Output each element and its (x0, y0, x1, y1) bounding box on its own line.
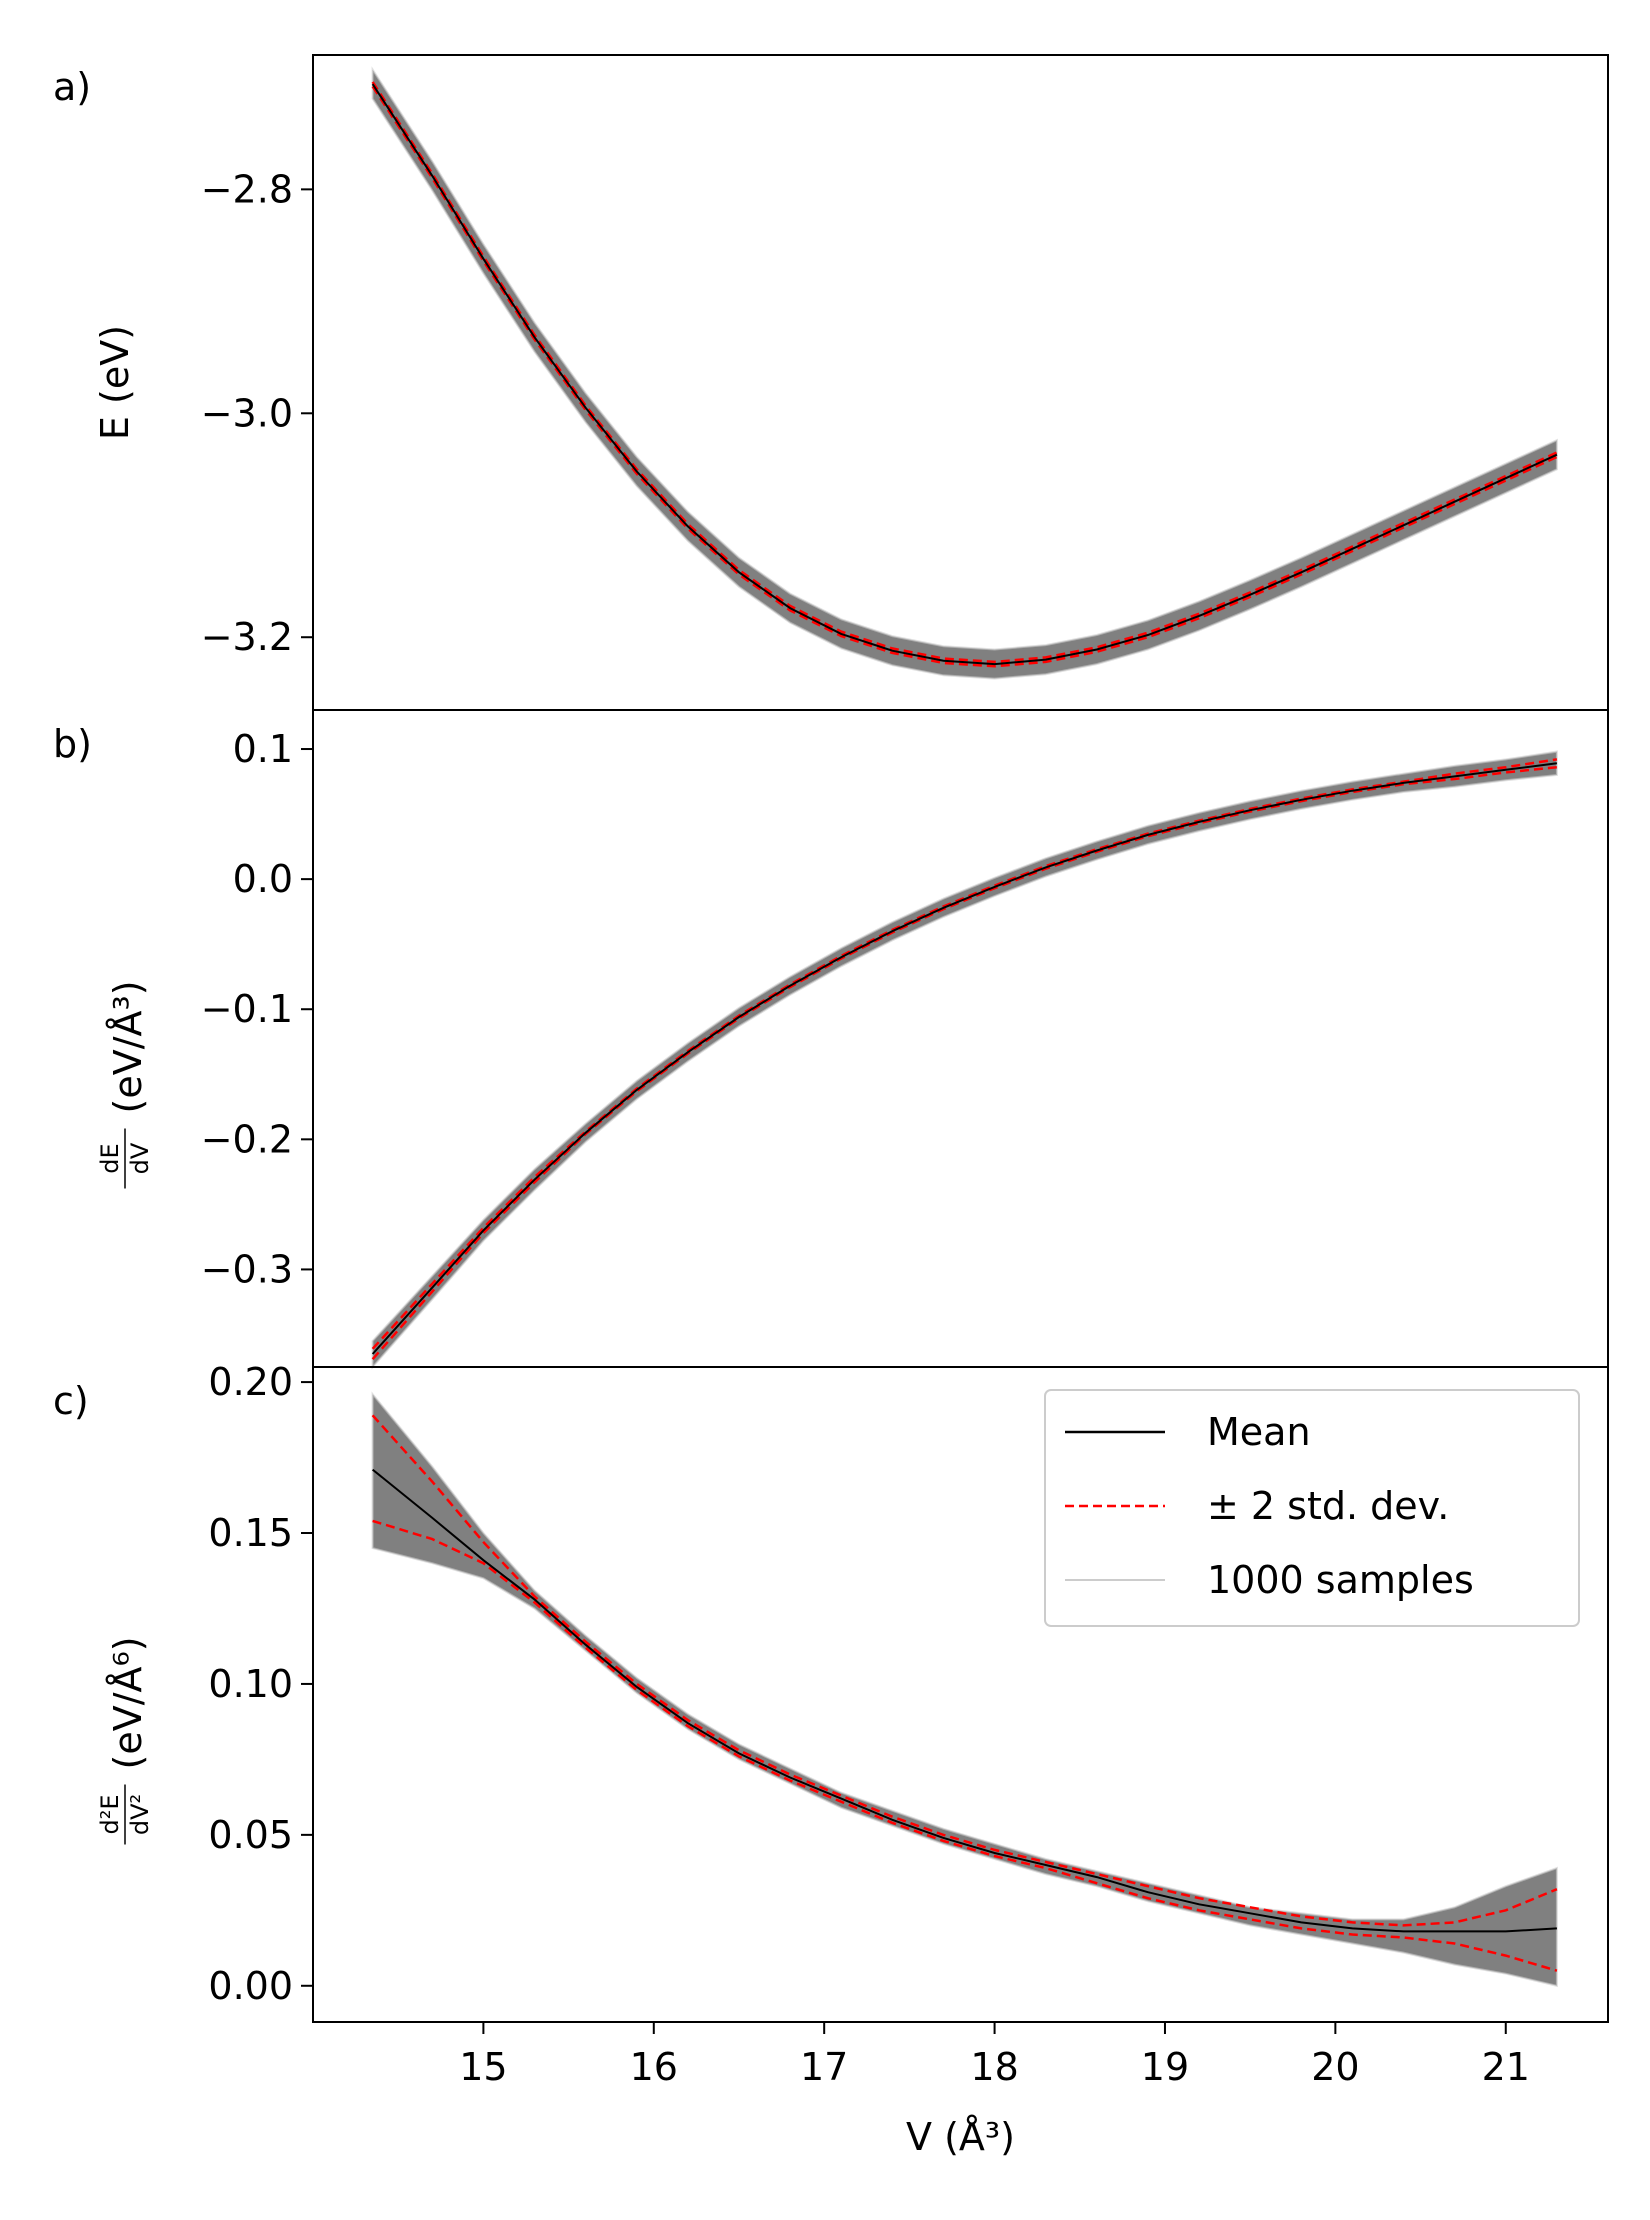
panel-b: 0.1 0.0 −0.1 −0.2 −0.3 b) dE dV (eV/Å³) (53, 709, 1609, 1370)
legend-label: 1000 samples (1207, 1558, 1474, 1602)
sample-band (371, 1391, 1558, 1988)
y-tick-label: 0.10 (208, 1662, 293, 1706)
y-tick-label: −3.2 (201, 615, 293, 659)
y-tick-label: 0.00 (208, 1964, 293, 2008)
std-lower-line (371, 765, 1558, 1361)
y-label-denominator: dV² (126, 1794, 154, 1835)
panel-c: 0.20 0.15 0.10 0.05 0.00 15 16 17 18 19 20 21 V (Å³)… (53, 1360, 1609, 2159)
y-tick-label: −3.0 (201, 391, 293, 435)
x-tick-label: 18 (970, 2045, 1018, 2089)
legend-label: ± 2 std. dev. (1207, 1484, 1449, 1528)
mean-line (371, 762, 1558, 1355)
y-tick-label: 0.05 (208, 1813, 293, 1857)
x-tick-label: 16 (630, 2045, 678, 2089)
std-upper-line (371, 1414, 1558, 1927)
x-tick-label: 19 (1141, 2045, 1189, 2089)
y-tick-label: 0.20 (208, 1360, 293, 1404)
y-label-unit: (eV/Å³) (106, 980, 150, 1113)
std-lower-line (372, 1519, 1558, 1972)
sample-band (371, 66, 1558, 680)
std-upper-line (371, 81, 1558, 664)
y-label-numerator: dE (96, 1143, 124, 1173)
axes-frame (312, 1366, 1609, 2023)
legend-label: Mean (1207, 1410, 1311, 1454)
y-tick-label: 0.15 (208, 1511, 293, 1555)
legend-frame (1044, 1389, 1580, 1627)
y-label-numerator: d²E (96, 1794, 124, 1834)
std-lower-line (371, 85, 1558, 668)
y-label-denominator: dV (126, 1142, 154, 1174)
mean-line (371, 83, 1558, 666)
x-tick-label: 20 (1311, 2045, 1359, 2089)
y-label-unit: (eV/Å⁶) (106, 1636, 150, 1769)
legend: Mean ± 2 std. dev. 1000 samples (1044, 1389, 1580, 1627)
mean-line (371, 1468, 1557, 1933)
panel-label: b) (53, 722, 92, 766)
y-tick-label: −2.8 (201, 167, 293, 211)
y-tick-label: 0.0 (233, 857, 293, 901)
panel-label: a) (53, 65, 91, 109)
panel-a: −2.8 −3.0 −3.2 a) E (eV) (53, 54, 1609, 711)
y-axis-label: dE dV (eV/Å³) (96, 980, 154, 1189)
panel-label: c) (53, 1379, 89, 1423)
sample-band (371, 750, 1558, 1370)
x-tick-label: 17 (800, 2045, 848, 2089)
std-upper-line (371, 758, 1558, 1350)
x-tick-label: 21 (1482, 2045, 1530, 2089)
y-axis-label: d²E dV² (eV/Å⁶) (96, 1636, 154, 1845)
y-tick-label: −0.1 (201, 987, 293, 1031)
x-tick-label: 15 (459, 2045, 507, 2089)
x-axis-label: V (Å³) (906, 2115, 1015, 2159)
y-tick-label: −0.3 (201, 1247, 293, 1291)
y-axis-label: E (eV) (93, 325, 137, 440)
y-tick-label: −0.2 (201, 1117, 293, 1161)
y-tick-label: 0.1 (233, 727, 293, 771)
